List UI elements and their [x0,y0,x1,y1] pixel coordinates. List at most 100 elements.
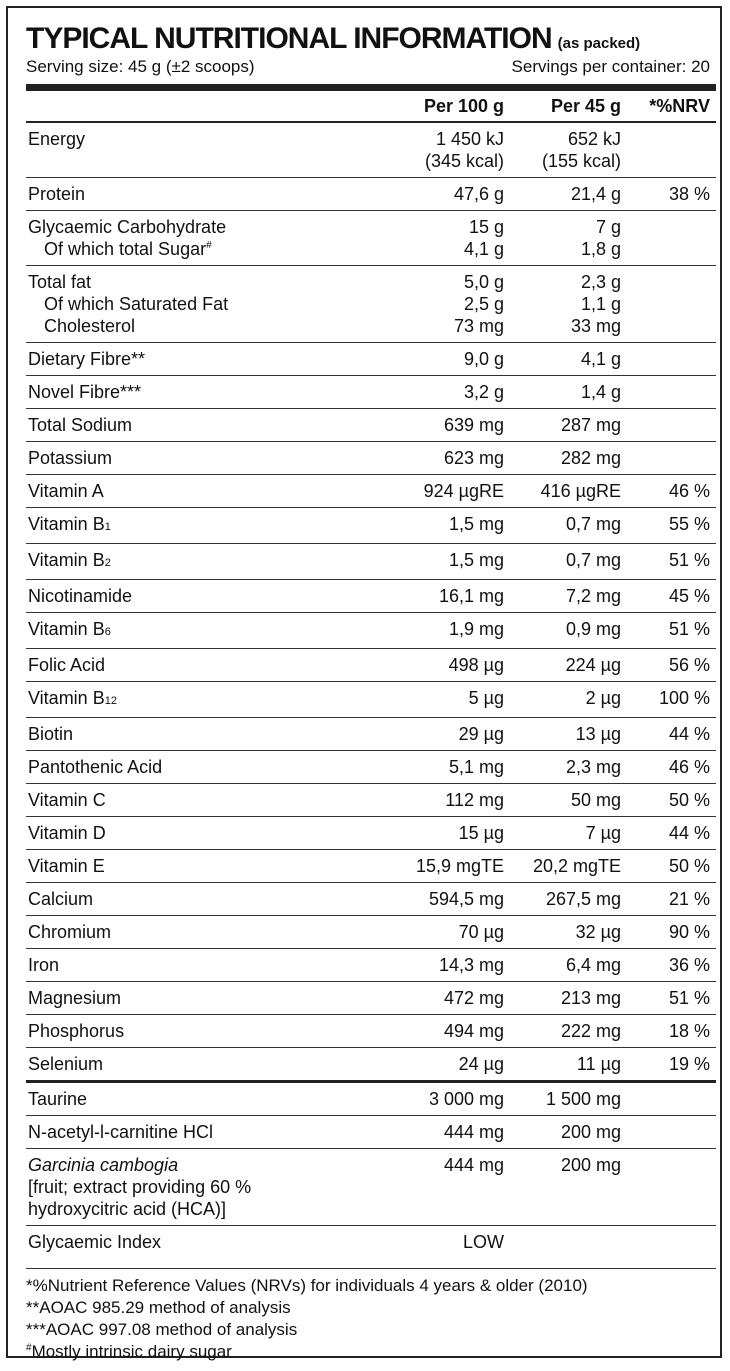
value-nrv [621,342,716,376]
nutrient-label: Magnesium [28,988,122,1008]
value-line: 282 mg [560,448,621,468]
value-per-45g: 32 µg [504,915,621,949]
value-nrv: 46 % [621,474,716,508]
value-per-100g: 594,5 mg [392,882,504,916]
table-row: Vitamin E 15,9 mgTE 20,2 mgTE 50 % [26,849,716,883]
nutrient-name-total-sodium: Total Sodium [26,408,392,442]
nutrient-name-novel-fibre: Novel Fibre*** [26,375,392,409]
table-row: Nicotinamide 16,1 mg 7,2 mg 45 % [26,579,716,613]
nutrient-name-n-acetyl-l-carnitine-hcl: N-acetyl-l-carnitine HCl [26,1115,392,1149]
value-line: 5,1 mg [448,757,504,777]
value-line: 0,9 mg [565,619,621,639]
value-nrv [621,375,716,409]
table-row: Vitamin C 112 mg 50 mg 50 % [26,783,716,817]
value-line: 14,3 mg [438,955,504,975]
table-row: Energy 1 450 kJ (345 kcal) 652 kJ (155 kcal) [26,121,716,178]
nutrient-label: Biotin [28,724,74,744]
value-line: 1,9 mg [448,619,504,639]
footnote-dietary-fibre-text: **AOAC 985.29 method of analysis [26,1298,291,1317]
value-per-100g: 924 µgRE [392,474,504,508]
title-suffix: (as packed) [557,35,641,52]
value-line: (155 kcal) [541,151,621,171]
value-per-100g: 1,9 mg [392,612,504,649]
header-nrv: *%NRV [621,91,716,123]
nutrient-sublabel: [fruit; extract providing 60 % [28,1177,252,1197]
table-row: Garcinia cambogia [fruit; extract providi… [26,1148,716,1226]
footnote-novel-fibre-text: ***AOAC 997.08 method of analysis [26,1320,298,1339]
nutrient-name-folic-acid: Folic Acid [26,648,392,682]
table-row: Vitamin D 15 µg 7 µg 44 % [26,816,716,850]
value-line: 2,3 mg [565,757,621,777]
value-per-100g: 16,1 mg [392,579,504,613]
value-line: 70 µg [458,922,504,942]
nutrient-label: Glycaemic Carbohydrate [28,217,227,237]
value-nrv [621,121,716,178]
value-per-45g: 20,2 mgTE [504,849,621,883]
value-per-45g: 200 mg [504,1148,621,1226]
value-nrv [621,210,716,266]
value-line: 924 µgRE [423,481,504,501]
nutrient-label: Vitamin C [28,790,106,810]
value-nrv: 51 % [621,543,716,580]
header-per-100g: Per 100 g [392,91,504,123]
value-line: 16,1 mg [438,586,504,606]
nutrient-name-vitamin-b6: Vitamin B6 [26,612,392,649]
nutrient-label: Vitamin B2 [28,550,111,570]
value-per-100g: 15 µg [392,816,504,850]
table-row: N-acetyl-l-carnitine HCl 444 mg 200 mg [26,1115,716,1149]
value-line: 267,5 mg [545,889,621,909]
table-row: Vitamin B2 1,5 mg 0,7 mg 51 % [26,543,716,580]
value-per-100g: 623 mg [392,441,504,475]
value-line: 498 µg [448,655,504,675]
value-per-100g: 444 mg [392,1115,504,1149]
value-nrv [621,1225,716,1258]
value-line: 1,8 g [580,239,621,259]
value-per-45g: 1,4 g [504,375,621,409]
value-nrv: 51 % [621,612,716,649]
nutrient-label: Energy [28,129,86,149]
value-per-100g: 444 mg [392,1148,504,1226]
nutrient-label: Calcium [28,889,94,909]
value-per-45g: 2 µg [504,681,621,718]
value-nrv: 44 % [621,717,716,751]
value-line: 3 000 mg [428,1089,504,1109]
value-nrv: 44 % [621,816,716,850]
value-line: 623 mg [443,448,504,468]
nutrient-name-glycaemic-carbohydrate: Glycaemic Carbohydrate Of which total Sug… [26,210,392,266]
value-per-100g: 494 mg [392,1014,504,1048]
serving-info: Serving size: 45 g (±2 scoops) Servings … [26,56,716,78]
value-line: 444 mg [443,1155,504,1175]
nutrient-name-nicotinamide: Nicotinamide [26,579,392,613]
value-per-100g: LOW [392,1225,504,1258]
nutrient-name-potassium: Potassium [26,441,392,475]
value-nrv: 56 % [621,648,716,682]
nutrient-label: Selenium [28,1054,104,1074]
value-per-45g: 2,3 g 1,1 g 33 mg [504,265,621,343]
value-per-100g: 5 µg [392,681,504,718]
value-nrv [621,1115,716,1149]
page-title: TYPICAL NUTRITIONAL INFORMATION [26,22,553,55]
servings-per-container: Servings per container: 20 [511,57,710,76]
value-line: 50 mg [570,790,621,810]
value-per-100g: 1,5 mg [392,543,504,580]
footnote-sugar-text: #Mostly intrinsic dairy sugar [26,1342,232,1361]
value-line: 32 µg [575,922,621,942]
value-line: 20,2 mgTE [532,856,621,876]
value-line: 1,1 g [580,294,621,314]
value-line: 652 kJ [567,129,621,149]
value-nrv: 21 % [621,882,716,916]
value-nrv: 50 % [621,783,716,817]
value-per-45g: 200 mg [504,1115,621,1149]
nutrient-label: Vitamin B6 [28,619,111,639]
table-row: Pantothenic Acid 5,1 mg 2,3 mg 46 % [26,750,716,784]
value-per-45g: 0,7 mg [504,507,621,544]
nutrient-name-protein: Protein [26,177,392,211]
table-row: Total Sodium 639 mg 287 mg [26,408,716,442]
value-per-45g: 222 mg [504,1014,621,1048]
footnote-sugar: #Mostly intrinsic dairy sugar [26,1341,716,1363]
value-per-100g: 9,0 g [392,342,504,376]
table-row: Magnesium 472 mg 213 mg 51 % [26,981,716,1015]
value-line: 7 µg [585,823,621,843]
table-row: Vitamin B12 5 µg 2 µg 100 % [26,681,716,718]
value-per-45g: 652 kJ (155 kcal) [504,121,621,178]
